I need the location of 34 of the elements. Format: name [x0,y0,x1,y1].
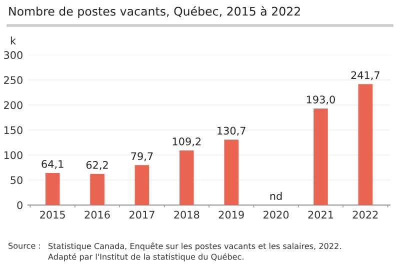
x-tick-label: 2019 [218,210,244,219]
text: Statistique Canada, Enquête sur les postes vacants et les salaires, 2022. Adapté par l'Institut de la statistique du Québec. [48,242,341,262]
y-tick-label: 50 [10,176,22,184]
x-tick-label: 2017 [129,210,154,219]
chart-title: Nombre de postes vacants, Québec, 2015 à 2022 [9,6,300,18]
y-tick-label: 250 [4,76,22,84]
y-tick-label: 300 [4,51,22,60]
data-label: 62,2 [86,161,108,170]
y-tick-label: 100 [4,151,22,160]
x-tick-label: 2016 [84,210,110,219]
y-axis-title: k [10,36,16,44]
text: nd [270,192,282,200]
source-note: Source : [8,242,40,249]
x-tick-label: 2018 [174,210,200,219]
bar [90,174,104,206]
x-tick-label: 2022 [352,210,378,219]
bar [224,140,238,206]
data-label: 64,1 [42,160,64,169]
x-tick-label: 2020 [264,210,289,219]
x-tick-label: 2015 [40,210,65,219]
bar [358,84,373,206]
data-label: 130,7 [218,126,246,136]
bar [180,150,194,206]
bar [314,108,328,206]
bar [45,172,60,206]
data-label: 241,7 [351,71,380,80]
data-label: 193,0 [306,96,335,105]
x-tick-label: 2021 [308,210,334,219]
y-tick-label: 0 [17,201,22,210]
data-label: 79,7 [131,152,153,162]
y-tick-label: 150 [4,126,22,134]
bar [134,165,150,206]
data-label: 109,2 [172,137,201,146]
y-tick-label: 200 [4,101,22,110]
